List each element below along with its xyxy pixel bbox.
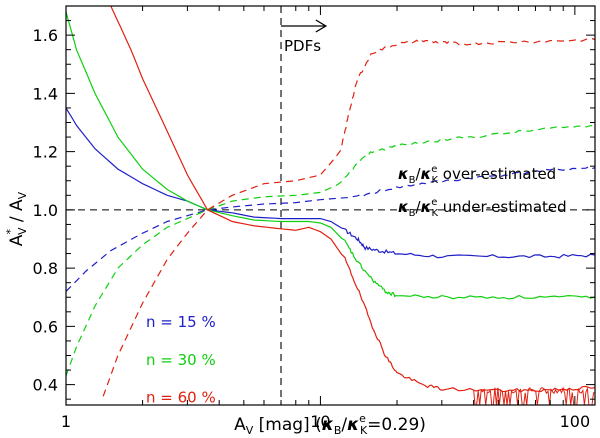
y-tick-label: 0.8	[33, 259, 58, 278]
ylabel-a2-sub: V	[16, 191, 29, 199]
y-tick-label: 1.4	[33, 84, 58, 103]
xlabel-kappa-b: κ	[322, 415, 334, 435]
y-axis-title: A*V / AV	[4, 191, 29, 246]
legend-entry: n = 60 %	[146, 389, 216, 407]
xlabel-unit: [mag] (	[253, 415, 321, 435]
series-group	[65, 107, 596, 292]
pdfs-arrow-head	[315, 19, 328, 33]
axis-ticks: 1 10 100 0.4 0.6 0.8 1.0 1.2 1.4 1.6	[33, 5, 595, 431]
y-tick-label: 0.4	[33, 376, 58, 395]
over-kappa-k-sup: e	[431, 164, 437, 175]
xlabel-a-sub: V	[246, 424, 254, 437]
under-kappa-b-sub: B	[409, 208, 416, 219]
series-group	[65, 11, 596, 377]
x-axis-title: AV [mag] (κB/κe K=0.29)	[234, 412, 426, 437]
series-layer	[65, 5, 596, 406]
ylabel-a1-sub: V	[16, 227, 29, 235]
reference-lines	[66, 6, 595, 405]
legend-entry: n = 30 %	[146, 351, 216, 369]
xlabel-kappa-b-sub: B	[334, 424, 342, 437]
series-dashed-line	[102, 37, 596, 397]
over-kappa-k: κ	[421, 165, 432, 183]
x-tick-label: 100	[560, 412, 591, 431]
series-solid-line	[65, 107, 596, 259]
pdfs-label: PDFs	[284, 37, 321, 55]
xlabel-a: A	[234, 415, 246, 435]
plot-frame	[65, 5, 596, 406]
series-solid-line	[110, 5, 596, 393]
y-tick-label: 0.6	[33, 317, 58, 336]
over-kappa-b-sub: B	[409, 175, 416, 186]
legend-entry: n = 15 %	[146, 313, 216, 331]
legend: n = 15 % n = 30 % n = 60 %	[146, 313, 216, 407]
x-tick-label: 10	[310, 412, 330, 431]
y-tick-label: 1.2	[33, 143, 58, 162]
under-kappa-k: κ	[421, 198, 432, 216]
y-tick-label: 1.6	[33, 26, 58, 45]
over-kappa-b: κ	[398, 165, 409, 183]
ylabel-a1-sup: *	[4, 229, 17, 235]
under-kappa-k-sub: K	[431, 208, 438, 219]
xlabel-slash: /	[341, 415, 347, 435]
xlabel-value: =0.29)	[367, 415, 426, 435]
xlabel-kappa-k-sup: e	[359, 412, 366, 425]
series-noise-segment	[473, 386, 596, 406]
under-slash: /	[416, 198, 422, 216]
over-estimated-label: κB/κe K over-estimated	[398, 164, 556, 186]
under-kappa-b: κ	[398, 198, 409, 216]
under-estimated-label: κB/κe K under-estimated	[398, 197, 567, 219]
pdfs-annotation: PDFs	[281, 19, 328, 55]
y-tick-label: 1.0	[33, 201, 58, 220]
series-dashed-line	[65, 124, 596, 377]
series-solid-line	[65, 11, 596, 300]
over-text: over-estimated	[438, 165, 556, 183]
axes-frame	[65, 5, 596, 406]
xlabel-kappa-k: κ	[347, 415, 359, 435]
under-kappa-k-sup: e	[431, 197, 437, 208]
under-text: under-estimated	[438, 198, 567, 216]
xlabel-kappa-k-sub: K	[360, 424, 368, 437]
ylabel-a1: A	[7, 234, 27, 246]
over-slash: /	[416, 165, 422, 183]
series-dashed-line	[65, 166, 596, 292]
ylabel-slash: /	[7, 211, 27, 228]
over-kappa-k-sub: K	[431, 175, 438, 186]
ylabel-a2: A	[7, 199, 27, 211]
x-tick-label: 1	[61, 412, 71, 431]
